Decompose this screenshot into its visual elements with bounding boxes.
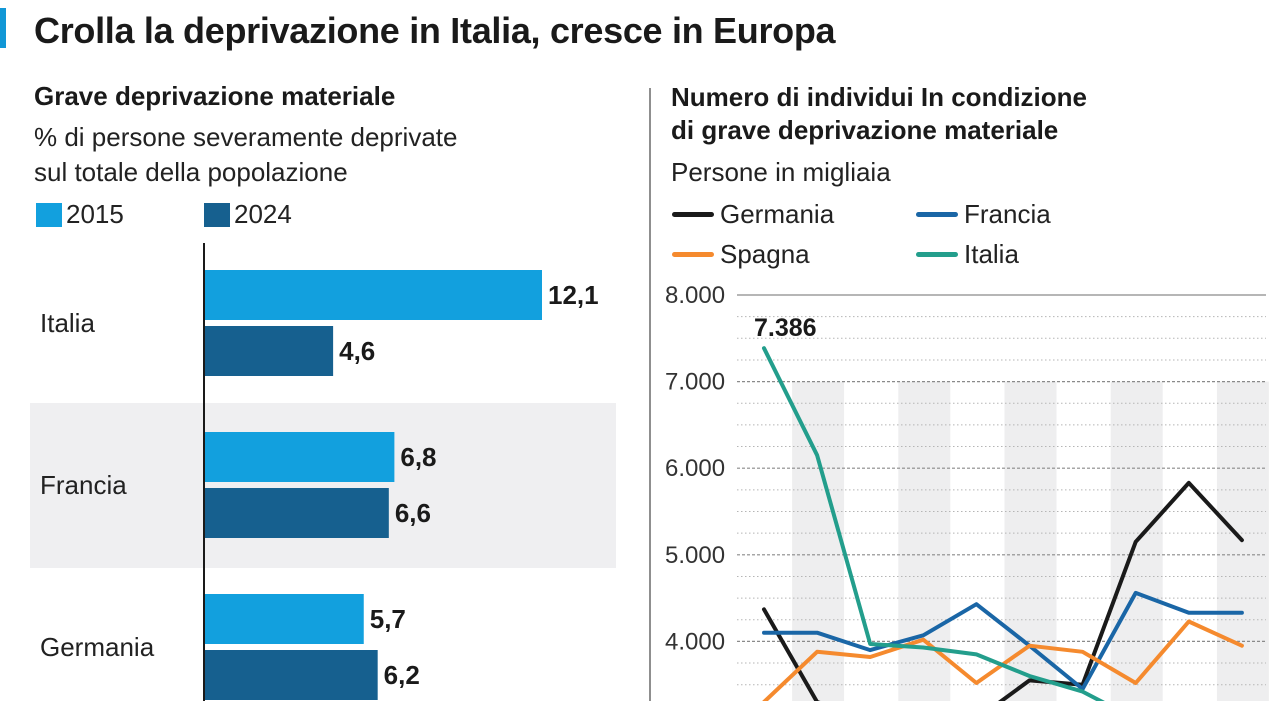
legend-label-spagna: Spagna [720,239,810,269]
line-series-italia [762,346,1105,701]
francia-row-background [30,403,616,568]
legend-item-italia: Italia [916,239,1019,270]
bar-francia-2024 [205,488,389,538]
legend-label-italia: Italia [964,239,1019,269]
bar-label-italia-2024: 4,6 [339,336,375,366]
bar-chart-subtitle-line1: % di persone severamente deprivate [34,122,458,152]
bar-chart: 12,1 4,6 6,8 6,6 5,7 6,2 [203,243,599,701]
category-label-germania: Germania [40,632,155,662]
legend-item-germania: Germania [672,199,834,230]
line-chart-title-line2: di grave deprivazione materiale [671,115,1059,145]
legend-line-spagna [672,252,714,257]
line-chart-title-line1: Numero di individui In condizione [671,82,1087,112]
legend-item-2015: 2015 [36,199,124,230]
bar-chart-subtitle-line2: sul totale della popolazione [34,157,348,187]
column-stripe [792,381,845,701]
bar-label-francia-2015: 6,8 [400,442,436,472]
y-tick-label: 4.000 [665,628,725,655]
legend-label-francia: Francia [964,199,1051,229]
y-tick-label: 8.000 [665,282,725,309]
category-label-francia: Francia [40,470,127,500]
column-stripe [1004,381,1057,701]
category-label-italia: Italia [40,308,95,338]
bar-germania-2024 [205,650,378,700]
bar-italia-2024 [205,326,334,376]
legend-label-2015: 2015 [66,199,124,229]
y-tick-label: 7.000 [665,369,725,396]
legend-line-italia [916,252,958,257]
bar-label-germania-2015: 5,7 [370,604,406,634]
legend-line-germania [672,212,714,217]
bar-chart-title: Grave deprivazione materiale [34,81,396,111]
line-chart-subtitle: Persone in migliaia [671,157,891,187]
bar-label-italia-2015: 12,1 [548,280,599,310]
bar-italia-2015 [205,270,542,320]
bar-label-francia-2024: 6,6 [395,498,431,528]
bar-francia-2015 [205,432,395,482]
legend-line-francia [916,212,958,217]
legend-item-francia: Francia [916,199,1051,230]
y-tick-label: 5.000 [665,542,725,569]
legend-swatch-2015 [36,202,62,227]
legend-label-germania: Germania [720,199,835,229]
legend-label-2024: 2024 [234,199,292,229]
bar-germania-2015 [205,594,364,644]
line-series-germania [762,480,1244,701]
legend-swatch-2024 [204,202,230,227]
legend-item-spagna: Spagna [672,239,810,270]
title-accent-bar [0,8,6,48]
legend-item-2024: 2024 [204,199,292,230]
annotation-peak-value: 7.386 [754,314,817,342]
y-tick-label: 6.000 [665,455,725,482]
line-series-francia [762,590,1244,691]
line-chart: 8.000 7.000 6.000 5.000 4.000 7.386 [665,282,1269,701]
page-title: Crolla la deprivazione in Italia, cresce… [34,10,836,51]
panel-divider [649,88,651,701]
bar-label-germania-2024: 6,2 [384,660,420,690]
